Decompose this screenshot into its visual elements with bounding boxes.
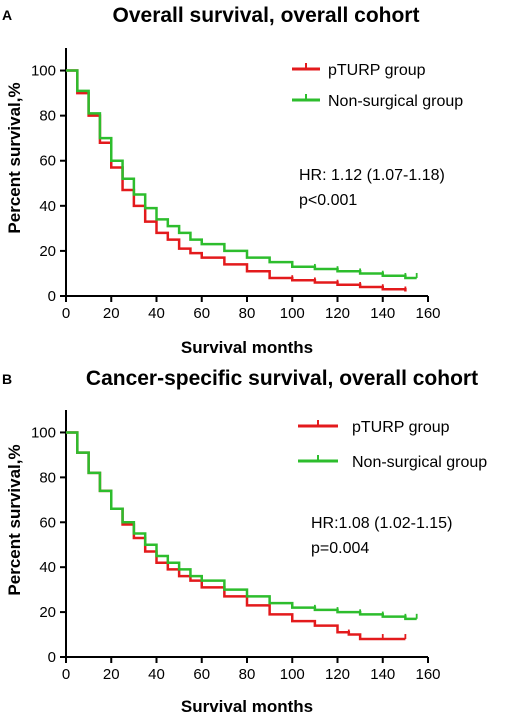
- x-tick-label: 20: [103, 305, 120, 322]
- hazard-ratio-text: HR:1.08 (1.02-1.15): [311, 515, 452, 532]
- x-tick-label: 60: [193, 666, 210, 683]
- x-tick-label: 160: [415, 666, 440, 683]
- axis-ticks: 0 20 40 60 80 100 120 140 160 0 20 40 60 80 100: [31, 424, 441, 683]
- y-tick-label: 20: [39, 243, 56, 260]
- legend-label-pturp: pTURP group: [328, 62, 426, 79]
- y-tick-label: 80: [39, 108, 56, 125]
- x-axis-label: Survival months: [181, 338, 313, 357]
- p-value-text: p<0.001: [299, 192, 357, 209]
- legend-label-pturp: pTURP group: [352, 419, 450, 436]
- panel-letter: A: [2, 7, 12, 23]
- legend-item-pturp: pTURP group: [292, 62, 426, 79]
- p-value-text: p=0.004: [311, 540, 369, 557]
- legend-label-nonsurgical: Non-surgical group: [352, 454, 487, 471]
- x-tick-label: 80: [239, 305, 256, 322]
- chart-title: Cancer-specific survival, overall cohort: [86, 367, 478, 390]
- legend: pTURP group Non-surgical group: [292, 62, 463, 110]
- x-tick-label: 140: [370, 666, 395, 683]
- x-tick-label: 20: [103, 666, 120, 683]
- series-layer: [66, 69, 418, 292]
- y-tick-label: 60: [39, 153, 56, 170]
- legend-item-nonsurgical: Non-surgical group: [298, 454, 487, 471]
- x-tick-label: 120: [325, 666, 350, 683]
- y-tick-label: 20: [39, 604, 56, 621]
- chart-title: Overall survival, overall cohort: [113, 4, 420, 27]
- y-axis-label: Percent survival,%: [5, 82, 24, 233]
- legend-item-pturp: pTURP group: [298, 419, 450, 436]
- x-axis-label: Survival months: [181, 697, 313, 716]
- x-tick-label: 0: [62, 666, 70, 683]
- x-tick-label: 160: [415, 305, 440, 322]
- x-tick-label: 60: [193, 305, 210, 322]
- y-axis-label: Percent survival,%: [5, 444, 24, 595]
- legend: pTURP group Non-surgical group: [298, 419, 487, 471]
- hazard-ratio-text: HR: 1.12 (1.07-1.18): [299, 167, 445, 184]
- y-tick-label: 0: [48, 649, 56, 666]
- y-tick-label: 40: [39, 198, 56, 215]
- x-tick-label: 40: [148, 666, 165, 683]
- x-tick-label: 100: [280, 666, 305, 683]
- x-tick-label: 120: [325, 305, 350, 322]
- x-tick-label: 100: [280, 305, 305, 322]
- panel-a: A Overall survival, overall cohort Perce…: [2, 4, 463, 357]
- legend-item-nonsurgical: Non-surgical group: [292, 93, 463, 110]
- x-tick-label: 40: [148, 305, 165, 322]
- y-tick-label: 100: [31, 63, 56, 80]
- series-layer: [66, 431, 418, 641]
- y-tick-label: 100: [31, 424, 56, 441]
- y-tick-label: 60: [39, 514, 56, 531]
- x-tick-label: 140: [370, 305, 395, 322]
- x-tick-label: 0: [62, 305, 70, 322]
- x-tick-label: 80: [239, 666, 256, 683]
- panel-b: B Cancer-specific survival, overall coho…: [2, 367, 487, 716]
- legend-label-nonsurgical: Non-surgical group: [328, 93, 463, 110]
- panel-letter: B: [2, 371, 12, 387]
- axis-ticks: 0 20 40 60 80 100 120 140 160 0 20 40 60 80 100: [31, 63, 441, 322]
- y-tick-label: 40: [39, 559, 56, 576]
- y-tick-label: 0: [48, 288, 56, 305]
- y-tick-label: 80: [39, 469, 56, 486]
